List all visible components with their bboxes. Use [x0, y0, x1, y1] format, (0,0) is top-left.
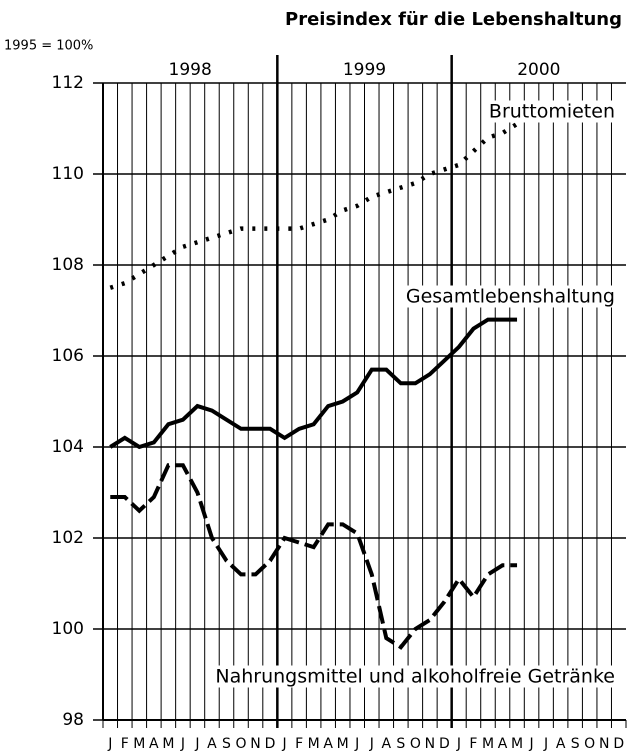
x-tick-label: S: [571, 736, 580, 752]
x-tick-label: J: [456, 736, 461, 752]
x-tick-label: O: [235, 736, 246, 752]
x-tick-label: N: [250, 736, 260, 752]
series-label: Bruttomieten: [489, 101, 615, 123]
x-tick-label: J: [369, 736, 374, 752]
x-tick-label: S: [396, 736, 405, 752]
x-tick-label: S: [222, 736, 231, 752]
y-tick-label: 108: [52, 255, 84, 275]
x-tick-label: D: [439, 736, 450, 752]
year-label: 1999: [343, 60, 386, 80]
x-tick-label: F: [469, 736, 477, 752]
x-tick-label: O: [584, 736, 595, 752]
x-tick-label: O: [410, 736, 421, 752]
series-label-group: Bruttomieten: [484, 100, 619, 123]
x-tick-label: J: [180, 736, 185, 752]
x-tick-label: M: [133, 736, 145, 752]
x-tick-label: J: [528, 736, 533, 752]
x-tick-label: N: [599, 736, 609, 752]
series-label-bg: [211, 665, 619, 688]
y-tick-label: 98: [62, 710, 84, 730]
x-tick-label: J: [107, 736, 112, 752]
series-line: [110, 463, 518, 650]
series-label: Gesamtlebenshaltung: [406, 286, 615, 308]
y-tick-label: 112: [52, 73, 84, 93]
chart-title: Preisindex für die Lebenshaltung: [285, 9, 622, 30]
x-tick-label: J: [282, 736, 287, 752]
x-tick-label: M: [482, 736, 494, 752]
y-tick-label: 104: [52, 437, 84, 457]
x-tick-label: M: [337, 736, 349, 752]
x-tick-label: A: [323, 736, 333, 752]
x-tick-label: D: [613, 736, 624, 752]
series-line: [109, 317, 518, 450]
x-tick-label: F: [295, 736, 303, 752]
x-tick-label: D: [265, 736, 276, 752]
y-tick-label: 110: [52, 164, 84, 184]
year-label: 2000: [517, 60, 560, 80]
x-tick-label: A: [382, 736, 392, 752]
series-label-group: Nahrungsmittel und alkoholfreie Getränke: [211, 665, 619, 688]
x-tick-label: J: [354, 736, 359, 752]
y-tick-label: 100: [52, 619, 84, 639]
x-tick-label: N: [425, 736, 435, 752]
x-tick-label: A: [207, 736, 217, 752]
y-axis-label: 1995 = 100%: [4, 39, 93, 54]
x-tick-label: A: [149, 736, 159, 752]
year-label: 1998: [169, 60, 212, 80]
series-label-bg: [484, 100, 619, 123]
series-label-group: Gesamtlebenshaltung: [401, 285, 619, 308]
x-tick-label: A: [498, 736, 508, 752]
x-tick-label: J: [543, 736, 548, 752]
x-tick-label: M: [511, 736, 523, 752]
x-tick-label: M: [308, 736, 320, 752]
y-tick-label: 102: [52, 528, 84, 548]
series-line: [109, 122, 519, 290]
series-label: Nahrungsmittel und alkoholfreie Getränke: [215, 666, 615, 688]
x-tick-label: M: [162, 736, 174, 752]
x-tick-label: A: [556, 736, 566, 752]
series-label-bg: [401, 285, 619, 308]
y-tick-label: 106: [52, 346, 84, 366]
x-tick-label: J: [194, 736, 199, 752]
x-tick-label: F: [121, 736, 129, 752]
